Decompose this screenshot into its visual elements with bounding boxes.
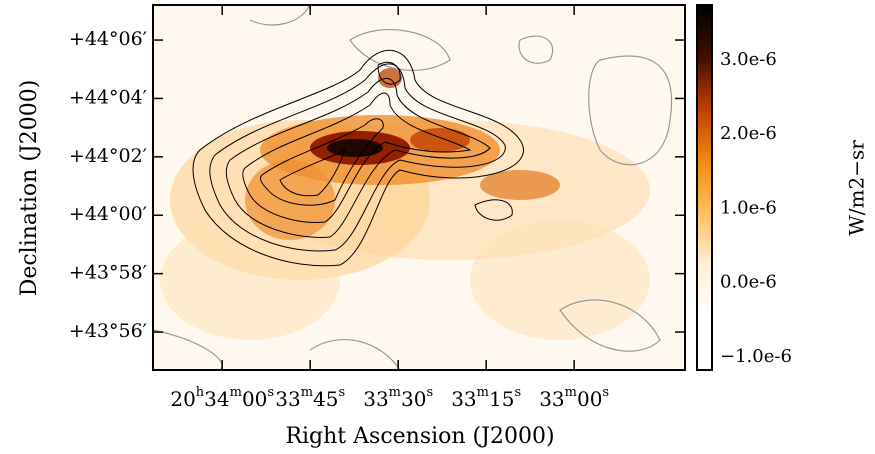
y-tick-label: +44°00′ bbox=[69, 203, 147, 225]
y-tick-label: +44°06′ bbox=[69, 28, 147, 50]
plot-frame bbox=[152, 4, 686, 371]
colorbar-label: W/m2−sr bbox=[845, 140, 869, 236]
y-tick-label: +44°02′ bbox=[69, 145, 147, 167]
x-tick-label: 33m30s bbox=[363, 385, 433, 411]
x-tick-label: 20h34m00s bbox=[170, 385, 274, 411]
colorbar-tick-label: 3.0e-6 bbox=[720, 49, 777, 70]
colorbar-tick-label: 0.0e-6 bbox=[720, 272, 777, 293]
x-tick-label: 33m15s bbox=[451, 385, 521, 411]
colorbar bbox=[696, 4, 713, 371]
sky-image bbox=[153, 5, 685, 370]
colorbar-tick-label: 2.0e-6 bbox=[720, 123, 777, 144]
y-tick-label: +43°56′ bbox=[69, 320, 147, 342]
x-axis-label: Right Ascension (J2000) bbox=[285, 424, 554, 449]
x-tick-label: 33m00s bbox=[539, 385, 609, 411]
colorbar-tick-label: −1.0e-6 bbox=[720, 346, 792, 367]
colorbar-tick-label: 1.0e-6 bbox=[720, 197, 777, 218]
y-tick-label: +44°04′ bbox=[69, 86, 147, 108]
x-tick-label: 33m45s bbox=[275, 385, 345, 411]
y-tick-label: +43°58′ bbox=[69, 262, 147, 284]
y-axis-label: Declination (J2000) bbox=[17, 80, 42, 297]
